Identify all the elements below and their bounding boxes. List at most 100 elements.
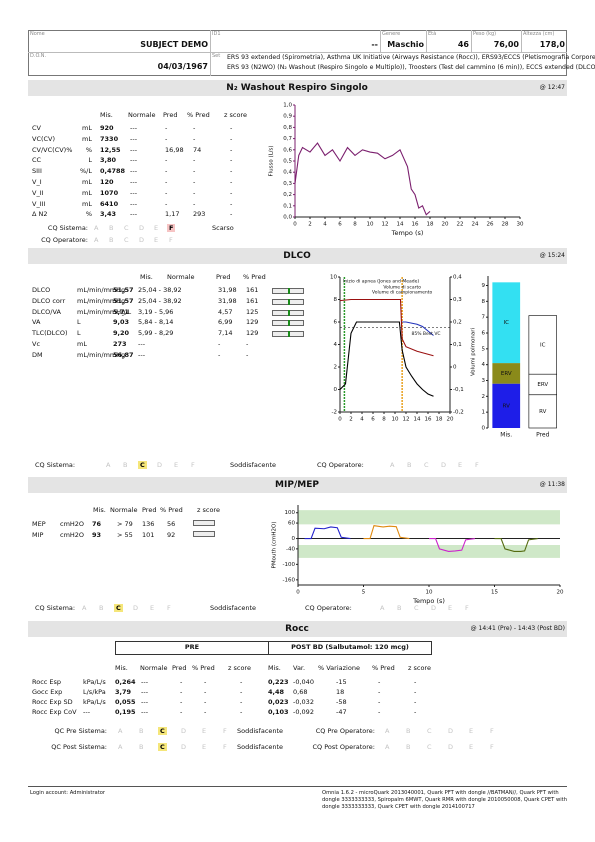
- table-cell: ---: [83, 708, 91, 716]
- qc-label: CQ Operatore:: [317, 461, 364, 469]
- normal-band: [298, 510, 560, 525]
- table-cell: ---: [130, 188, 138, 197]
- column-header: Pred: [163, 111, 178, 119]
- qc-verdict: Soddisfacente: [237, 727, 284, 735]
- table-cell: -: [180, 698, 183, 706]
- table-cell: -58: [336, 698, 347, 706]
- qc-grade: E: [202, 743, 207, 751]
- cell-divider: [210, 30, 211, 52]
- table-cell: cmH2O: [60, 520, 85, 528]
- table-cell: 5,84 - 8,14: [138, 318, 174, 327]
- segment-label: RV: [539, 409, 547, 415]
- x-tick-label: 22: [457, 222, 464, 228]
- column-header: Normale: [128, 111, 156, 119]
- qc-grade: F: [223, 727, 227, 735]
- table-cell: -: [218, 340, 221, 348]
- segment-label: IC: [504, 320, 510, 326]
- table-cell: VC(CV): [32, 134, 56, 143]
- field-label: ID1: [212, 31, 221, 37]
- qc-grade: D: [133, 604, 139, 612]
- field-label: Peso (kg): [473, 31, 497, 37]
- table-cell: DLCO/VA: [32, 307, 61, 316]
- x-tick-label: 8: [353, 222, 357, 228]
- qc-grade: D: [157, 461, 163, 469]
- table-cell: mL: [77, 340, 87, 348]
- table-cell: ---: [130, 156, 138, 165]
- x-tick-label: Pred: [536, 432, 550, 439]
- table-cell: ---: [138, 350, 146, 359]
- table-cell: Gocc Exp: [32, 688, 63, 696]
- y-tick-label: 7: [482, 315, 486, 321]
- y-tick-label: 8: [334, 297, 338, 303]
- table-cell: 56,87: [113, 350, 134, 359]
- table-cell: Rocc Exp CoV: [32, 708, 77, 716]
- table-cell: L/s/kPa: [83, 688, 106, 696]
- column-header: Mis.: [100, 111, 113, 119]
- y2-tick-label: -0,2: [453, 410, 464, 416]
- section-time: @ 14:41 (Pre) - 14:43 (Post BD): [470, 625, 565, 632]
- qc-grade: D: [139, 224, 145, 232]
- qc-grade: E: [202, 727, 207, 735]
- section-time: @ 11:38: [539, 481, 565, 488]
- table-cell: ---: [130, 167, 138, 176]
- table-cell: -: [230, 178, 233, 186]
- table-cell: 293: [193, 210, 206, 219]
- y-tick-label: 0,8: [283, 125, 292, 131]
- qc-label: CQ Sistema:: [35, 461, 76, 469]
- qc-grade: D: [139, 236, 145, 244]
- y2-tick-label: 0,3: [453, 297, 462, 303]
- x-tick-label: 20: [442, 222, 449, 228]
- table-cell: 125: [246, 307, 259, 316]
- table-cell: 56: [167, 520, 176, 528]
- table-cell: L: [77, 329, 81, 338]
- section-bar: [28, 477, 567, 493]
- y-tick-label: 0,1: [283, 203, 292, 209]
- table-cell: -: [414, 708, 417, 716]
- range-marker: [288, 309, 290, 316]
- qc-grade: B: [407, 461, 412, 469]
- field-value: SUBJECT DEMO: [140, 40, 208, 49]
- table-cell: 129: [246, 318, 259, 327]
- table-cell: 3,43: [100, 210, 117, 219]
- table-cell: 273: [113, 340, 127, 348]
- table-cell: 1070: [100, 188, 119, 197]
- x-tick-label: 4: [323, 222, 327, 228]
- qc-grade: B: [406, 743, 411, 751]
- table-cell: -: [180, 678, 183, 686]
- table-cell: -: [165, 199, 168, 208]
- segment-label: ERV: [537, 382, 548, 388]
- qc-grade: E: [469, 743, 474, 751]
- qc-verdict: Soddisfacente: [210, 604, 257, 612]
- table-cell: Rocc Esp: [32, 678, 62, 686]
- qc-label: CQ Pre Operatore:: [315, 727, 375, 735]
- x-tick-label: 16: [412, 222, 419, 228]
- table-cell: L: [77, 318, 81, 327]
- qc-grade: C: [427, 727, 432, 735]
- column-header: % Pred: [372, 664, 395, 672]
- y-tick-label: 10: [330, 275, 337, 281]
- qc-grade: A: [82, 604, 87, 612]
- table-cell: > 79: [117, 520, 133, 528]
- table-cell: 6410: [100, 199, 119, 208]
- table-cell: -: [218, 350, 221, 359]
- field-value: Maschio: [387, 40, 424, 49]
- x-tick-label: 14: [397, 222, 404, 228]
- table-cell: -0,040: [293, 678, 314, 686]
- cell-divider: [210, 52, 211, 76]
- qc-grade: C: [158, 727, 167, 735]
- table-cell: V_II: [32, 188, 44, 197]
- table-cell: 31,98: [218, 286, 237, 294]
- table-cell: -: [193, 188, 196, 197]
- table-cell: -: [414, 678, 417, 686]
- qc-label: CQ Operatore:: [305, 604, 352, 612]
- qc-grade: E: [150, 604, 155, 612]
- table-cell: -: [180, 708, 183, 716]
- x-tick-label: 6: [371, 417, 375, 423]
- table-cell: 1,17: [165, 210, 180, 219]
- column-header: Normale: [140, 664, 168, 672]
- table-cell: 0,4788: [100, 167, 126, 176]
- qc-grade: D: [181, 727, 187, 735]
- y-tick-label: 4: [482, 362, 486, 368]
- field-value: 178,0: [539, 40, 565, 49]
- table-cell: mL/min/mmHg: [77, 286, 126, 294]
